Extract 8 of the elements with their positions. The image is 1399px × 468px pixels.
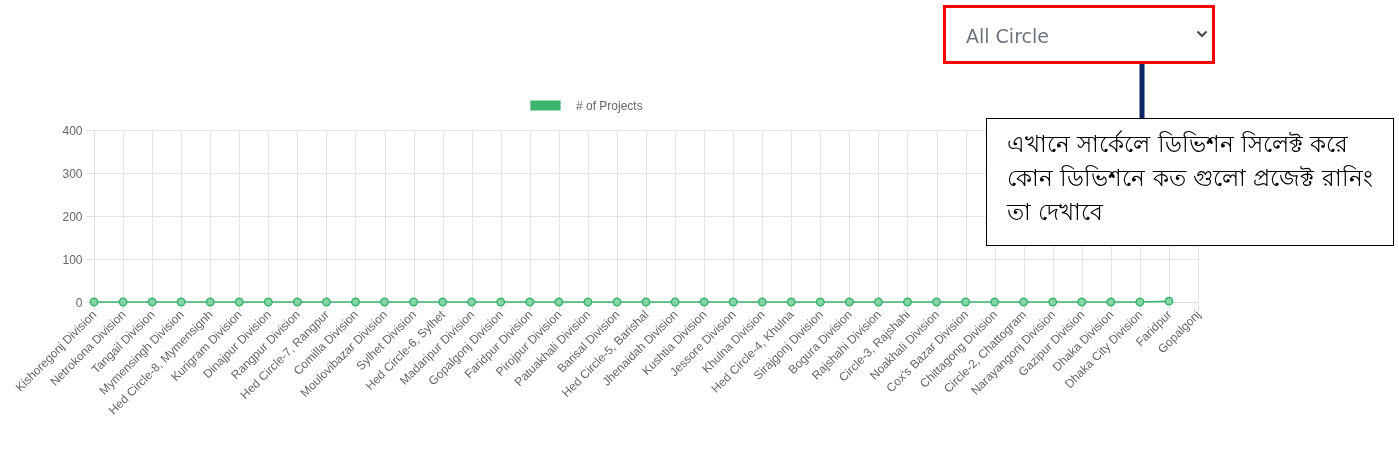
y-tick-label: 300 bbox=[62, 166, 83, 181]
dropdown: All Circle bbox=[943, 5, 1215, 64]
legend-label: # of Projects bbox=[576, 98, 643, 113]
annotation: এখানে সার্কেলে ডিভিশন সিলেক্ট করে কোন ডিভিশনে কত গুলো প্রজেক্ট রানিং তা দেখাবে bbox=[986, 118, 1394, 246]
y-tick-label: 200 bbox=[62, 209, 83, 224]
y-tick-label: 400 bbox=[62, 123, 83, 138]
y-tick-label: 0 bbox=[75, 295, 83, 310]
y-tick-label: 100 bbox=[62, 252, 83, 267]
